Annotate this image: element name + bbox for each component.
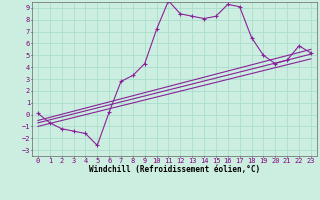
X-axis label: Windchill (Refroidissement éolien,°C): Windchill (Refroidissement éolien,°C) <box>89 165 260 174</box>
